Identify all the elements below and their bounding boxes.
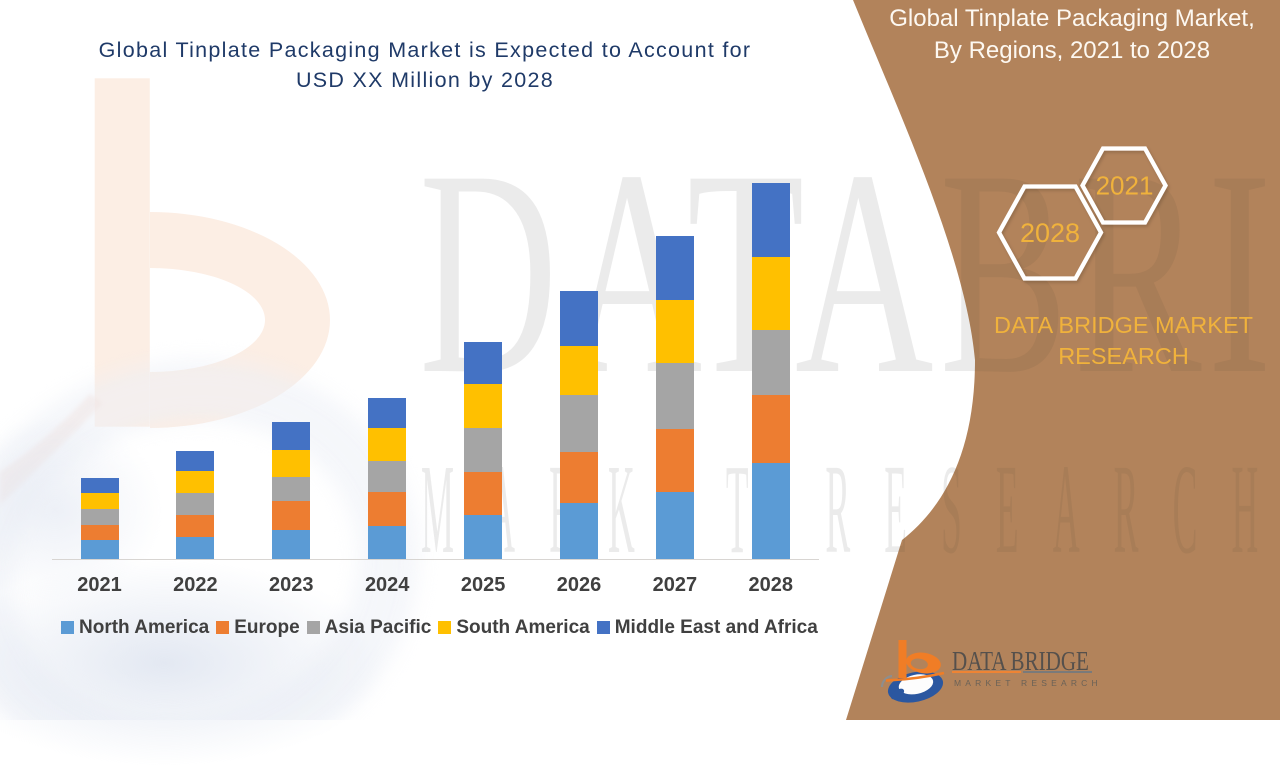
svg-text:MARKET RESEARCH: MARKET RESEARCH: [954, 678, 1102, 688]
svg-text:2021: 2021: [1096, 171, 1154, 201]
svg-text:2028: 2028: [1020, 218, 1080, 248]
